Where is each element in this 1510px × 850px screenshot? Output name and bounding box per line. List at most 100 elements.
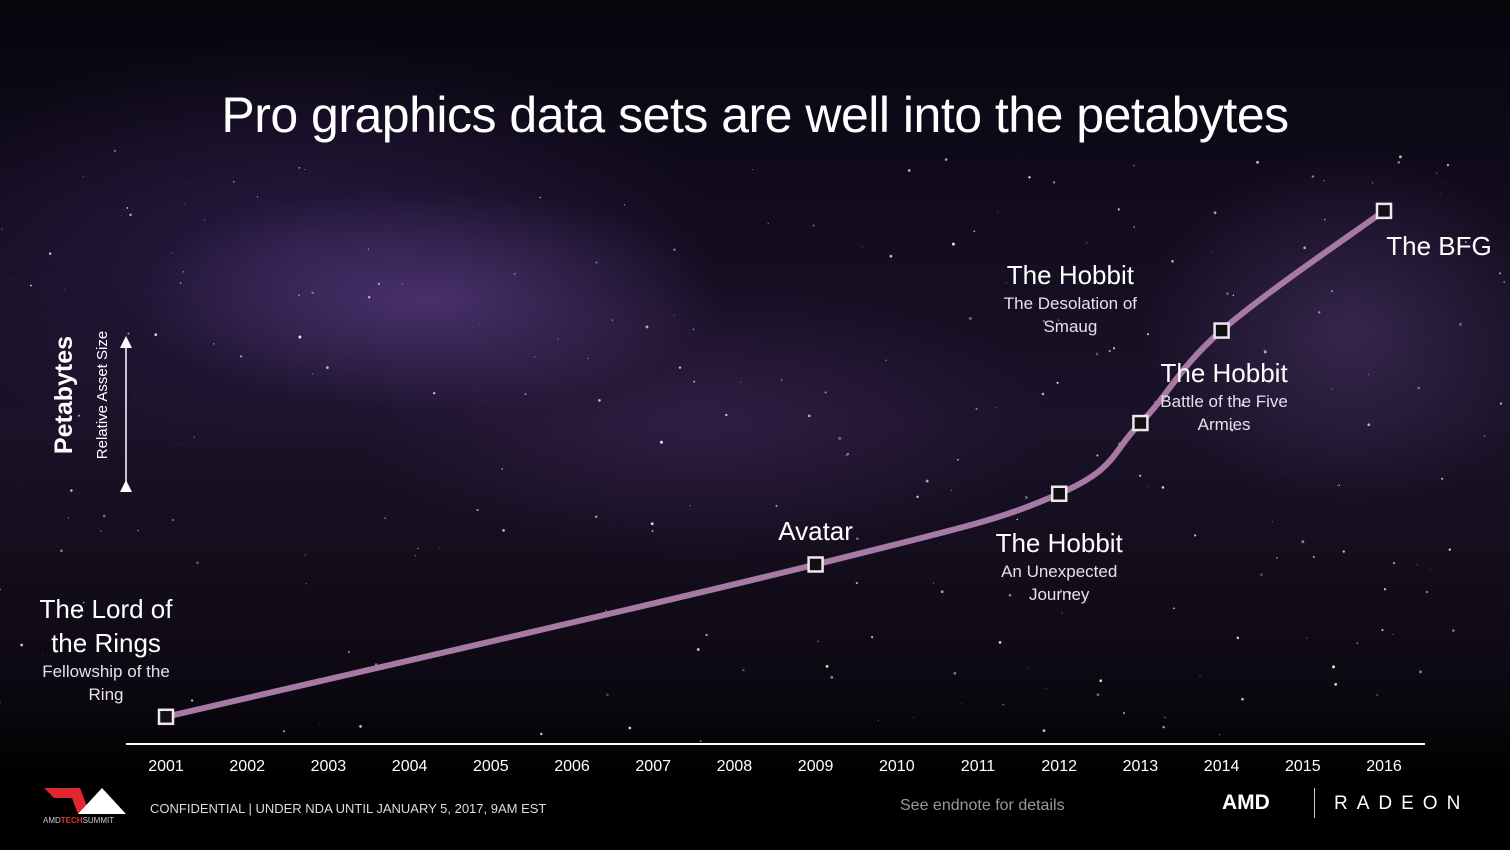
star <box>660 440 663 444</box>
star <box>1068 591 1072 595</box>
star <box>1219 734 1221 736</box>
star <box>283 730 286 733</box>
star <box>1446 163 1450 167</box>
star <box>21 485 23 487</box>
star <box>1306 637 1308 639</box>
star <box>232 180 235 183</box>
star <box>692 328 695 330</box>
star <box>1230 428 1234 432</box>
star <box>1429 569 1431 571</box>
star <box>1147 486 1148 487</box>
star <box>384 517 386 519</box>
star <box>1146 333 1150 336</box>
star <box>1 228 3 230</box>
star <box>102 514 106 518</box>
star <box>318 723 320 725</box>
star <box>203 219 206 222</box>
star <box>1425 591 1428 593</box>
star <box>952 242 955 246</box>
data-point-marker <box>1132 414 1149 432</box>
star <box>1263 348 1265 350</box>
annotation-subtitle: Battle of the Five Armies <box>1160 391 1288 434</box>
star <box>20 643 24 647</box>
data-point-marker <box>1375 202 1393 220</box>
star <box>1503 280 1506 284</box>
star <box>298 335 302 339</box>
star <box>997 210 999 212</box>
star <box>587 357 589 360</box>
star <box>29 284 32 287</box>
star <box>1108 349 1111 353</box>
star <box>595 261 598 264</box>
x-tick-label: 2016 <box>1366 758 1402 775</box>
star <box>179 282 182 284</box>
star <box>1122 711 1125 714</box>
star <box>1042 729 1046 733</box>
x-tick-label: 2002 <box>229 758 265 775</box>
star <box>861 246 863 248</box>
star <box>885 359 887 362</box>
logo-text: AMDTECHSUMMIT <box>43 816 115 825</box>
star <box>1016 518 1019 521</box>
star <box>1392 633 1394 635</box>
star <box>1367 373 1370 376</box>
radeon-logo: RADEON <box>1334 793 1470 814</box>
star <box>1024 496 1028 499</box>
star <box>1311 175 1315 178</box>
star <box>256 196 259 198</box>
star <box>775 504 778 508</box>
star <box>968 316 972 320</box>
star <box>998 641 1002 644</box>
x-tick-label: 2014 <box>1204 758 1240 775</box>
star <box>1464 241 1467 243</box>
star <box>877 719 879 722</box>
endnote: See endnote for details <box>900 797 1065 814</box>
star <box>359 725 362 728</box>
star <box>1092 688 1094 690</box>
x-tick-label: 2001 <box>148 758 184 775</box>
star <box>598 399 601 402</box>
x-tick-label: 2004 <box>392 758 428 775</box>
star <box>830 676 834 679</box>
star <box>1057 319 1060 321</box>
star <box>855 537 859 541</box>
star <box>1162 726 1165 729</box>
star <box>77 414 80 417</box>
star <box>1173 607 1175 610</box>
star <box>154 333 158 336</box>
star <box>524 393 527 396</box>
star <box>42 653 44 655</box>
star <box>594 515 598 519</box>
star <box>961 702 963 704</box>
star <box>326 366 329 369</box>
star <box>913 716 915 718</box>
star <box>1139 474 1142 477</box>
star <box>846 452 850 456</box>
annotation-title: Avatar <box>778 516 853 547</box>
star <box>540 732 543 736</box>
star <box>149 653 151 655</box>
star <box>1356 642 1358 644</box>
star <box>367 248 370 251</box>
star <box>1099 679 1103 683</box>
star <box>1163 716 1166 719</box>
star <box>1419 670 1422 674</box>
star <box>557 338 559 340</box>
star <box>348 651 350 653</box>
star <box>780 379 783 382</box>
star <box>1263 350 1267 354</box>
star <box>1095 352 1099 356</box>
star <box>855 581 858 585</box>
star <box>1331 290 1333 292</box>
star <box>1376 694 1378 696</box>
star <box>377 282 380 285</box>
star <box>1448 548 1451 551</box>
star <box>1383 588 1387 591</box>
star <box>1171 260 1174 263</box>
star <box>1392 562 1396 565</box>
x-tick-label: 2006 <box>554 758 590 775</box>
confidential-notice: CONFIDENTIAL | UNDER NDA UNTIL JANUARY 5… <box>150 801 547 816</box>
star <box>651 530 654 532</box>
star <box>845 454 848 457</box>
